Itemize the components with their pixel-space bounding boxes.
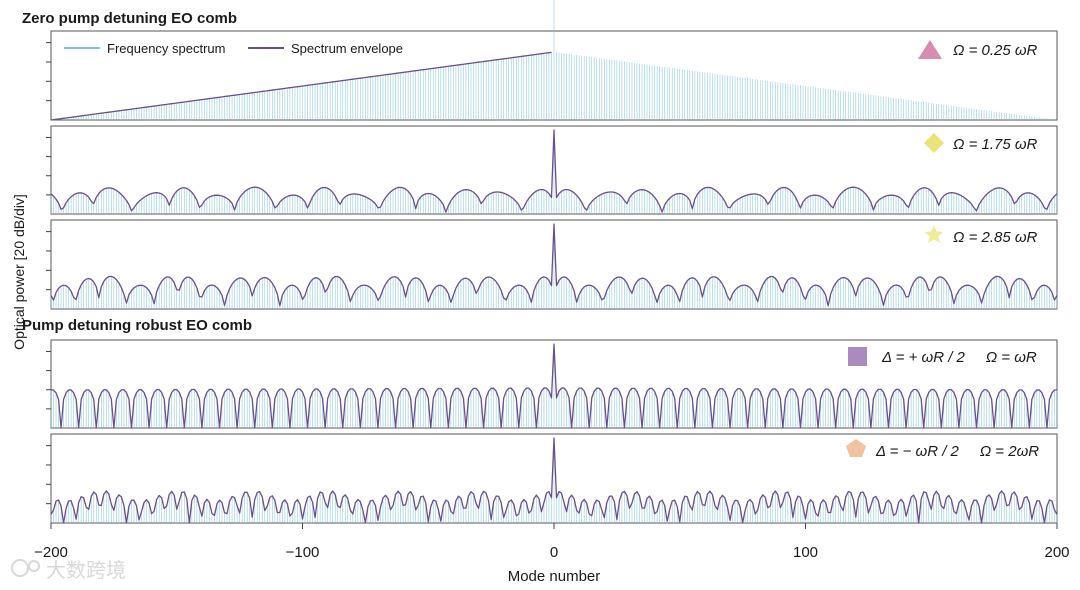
envelope-line-panel-4 (50, 343, 1058, 429)
x-axis-label: Mode number (508, 568, 601, 585)
panel-1-label: Ω = 0.25 ωR (953, 42, 1038, 59)
envelope-line-panel-5 (50, 437, 1058, 524)
watermark-logo-dot-icon (28, 560, 40, 572)
panel-4-label: Δ = + ωR / 2 Ω = ωR (881, 349, 1037, 366)
diamond-icon (924, 133, 944, 153)
square-icon (848, 347, 867, 366)
watermark-logo-icon (11, 559, 29, 577)
watermark-text: 大数跨境 (46, 558, 126, 582)
pentagon-icon (846, 439, 866, 457)
panel-2-label-text: Ω = 1.75 ωR (953, 136, 1038, 153)
panel-3-label-text: Ω = 2.85 ωR (953, 229, 1038, 246)
x-tick-label-3: 100 (793, 544, 818, 561)
panel-2-label: Ω = 1.75 ωR (953, 136, 1038, 153)
envelope-line-panel-3 (50, 223, 1058, 307)
section-title-zero-detuning: Zero pump detuning EO comb (22, 10, 237, 27)
star-icon (924, 225, 944, 243)
legend-label-envelope: Spectrum envelope (291, 41, 403, 56)
panel-1-plot (50, 0, 1055, 121)
watermark: 大数跨境 (11, 558, 126, 582)
panel-5-plot (50, 437, 1058, 524)
legend: Frequency spectrum Spectrum envelope (64, 41, 403, 56)
panel-5-label: Δ = − ωR / 2 Ω = 2ωR (875, 443, 1039, 460)
y-ticks (46, 42, 51, 505)
legend-label-frequency: Frequency spectrum (107, 41, 226, 56)
panel-4-label-text: Δ = + ωR / 2 Ω = ωR (881, 349, 1037, 366)
section-title-robust: Pump detuning robust EO comb (22, 317, 252, 334)
x-tick-label-4: 200 (1044, 544, 1069, 561)
panel-2-plot (50, 129, 1058, 214)
envelope-line-panel-2 (50, 129, 1058, 213)
y-axis-label: Optical power [20 dB/div] (11, 194, 27, 350)
panel-1-label-text: Ω = 0.25 ωR (953, 42, 1038, 59)
panel-5-label-text: Δ = − ωR / 2 Ω = 2ωR (875, 443, 1039, 460)
x-tick-label-1: −100 (286, 544, 320, 561)
x-axis: −200 −100 0 100 200 (34, 523, 1070, 561)
panel-3-plot (50, 223, 1058, 309)
x-tick-label-2: 0 (550, 544, 558, 561)
triangle-icon (918, 40, 942, 59)
panel-4-plot (50, 343, 1058, 429)
envelope-line-panel-1 (50, 51, 552, 121)
x-tick-label-0: −200 (34, 544, 68, 561)
panel-3-label: Ω = 2.85 ωR (953, 229, 1038, 246)
